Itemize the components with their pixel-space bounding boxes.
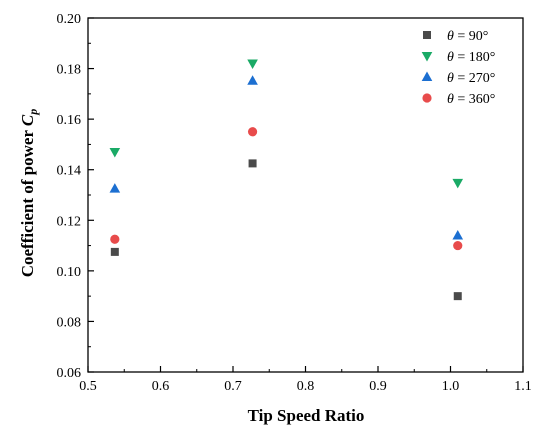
- x-tick-label: 0.5: [79, 379, 97, 394]
- y-tick-label: 0.08: [57, 315, 82, 330]
- y-tick-label: 0.06: [57, 366, 82, 381]
- ticks: 0.5 0.6 0.7 0.8 0.9 1.0 1.1 0.06 0.08 0.10 0.12 0.1…: [57, 12, 532, 394]
- legend-marker-4: [422, 93, 432, 103]
- data-point-series-2: [109, 148, 121, 158]
- y-tick-label: 0.12: [57, 214, 82, 229]
- legend: θ = 90° θ = 180° θ = 270° θ = 360°: [421, 29, 495, 107]
- legend-marker-1: [423, 31, 431, 39]
- data-point-series-3: [452, 229, 464, 240]
- data-point-series-1: [248, 159, 257, 168]
- legend-label-3: θ = 270°: [447, 71, 495, 86]
- legend-label-4: θ = 360°: [447, 92, 495, 107]
- y-tick-label: 0.10: [57, 265, 82, 280]
- data-point-series-1: [110, 247, 119, 256]
- data-point-series-4: [453, 240, 463, 251]
- y-axis-title-sub: p: [26, 109, 40, 116]
- x-tick-label: 0.7: [224, 379, 242, 394]
- x-axis-title: Tip Speed Ratio: [248, 406, 365, 425]
- data-point-series-4: [247, 127, 258, 137]
- legend-label-2: θ = 180°: [447, 50, 495, 65]
- y-tick-label: 0.18: [57, 63, 82, 78]
- y-axis-title-var: C: [18, 114, 37, 126]
- legend-marker-2: [421, 52, 433, 62]
- data-point-series-2: [247, 59, 258, 70]
- data-point-series-2: [452, 178, 464, 189]
- data-point-series-4: [110, 234, 120, 244]
- data-point-series-3: [109, 183, 121, 193]
- data-point-series-1: [453, 292, 462, 301]
- x-tick-label: 0.8: [297, 379, 315, 394]
- legend-marker-3: [421, 71, 433, 81]
- y-axis-title: Coefficient of power Cp: [18, 109, 40, 278]
- y-tick-label: 0.14: [57, 164, 82, 179]
- x-tick-label: 1.1: [514, 379, 532, 394]
- y-tick-label: 0.20: [57, 12, 82, 27]
- x-tick-label: 0.6: [152, 379, 170, 394]
- data-points: [109, 59, 464, 301]
- x-tick-label: 0.9: [369, 379, 387, 394]
- legend-label-1: θ = 90°: [447, 29, 488, 44]
- data-point-series-3: [247, 75, 258, 85]
- x-tick-label: 1.0: [442, 379, 460, 394]
- y-tick-label: 0.16: [57, 113, 82, 128]
- y-axis-title-main: Coefficient of power: [18, 126, 37, 277]
